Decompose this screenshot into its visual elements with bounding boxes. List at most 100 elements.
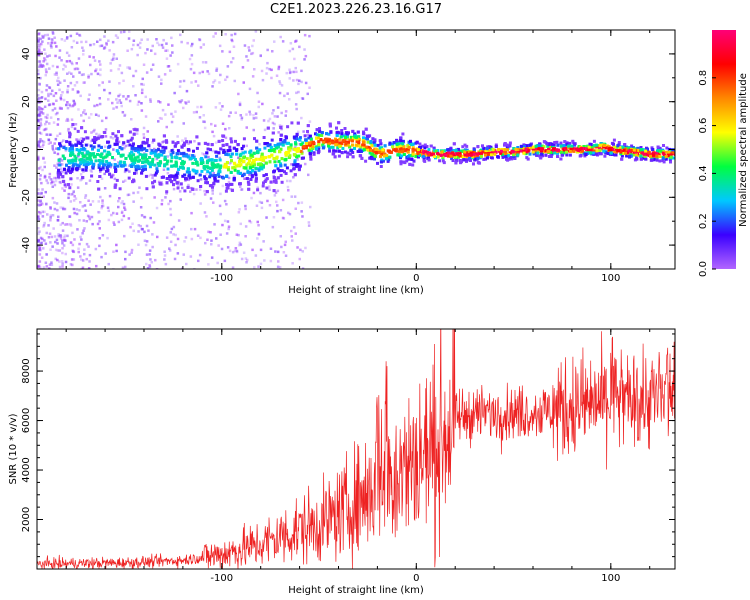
spectrogram-cell — [330, 139, 334, 143]
spectrogram-cell — [331, 141, 335, 145]
spectrogram-cell — [411, 152, 415, 156]
spectrogram-scatter-cell — [170, 112, 173, 116]
spectrogram-cell — [144, 160, 148, 164]
spectrogram-scatter-cell — [63, 39, 67, 42]
spectrogram-scatter-cell — [118, 197, 121, 200]
spectrogram-scatter-cell — [41, 237, 44, 241]
spectrogram-scatter-cell — [121, 266, 125, 269]
spectrogram-scatter-cell — [110, 58, 114, 62]
spectrogram-cell — [226, 149, 230, 153]
spectrogram-scatter-cell — [304, 54, 308, 58]
spectrogram-scatter-cell — [45, 231, 48, 235]
spectrogram-cell — [229, 170, 233, 174]
spectrogram-cell — [563, 140, 567, 144]
spectrogram-scatter-cell — [37, 119, 40, 122]
spectrogram-scatter-cell — [165, 125, 168, 129]
spectrogram-scatter-cell — [309, 205, 312, 209]
spectrogram-scatter-cell — [42, 140, 46, 144]
spectrogram-scatter-cell — [118, 82, 121, 85]
colorbar-tick-label: 0.6 — [698, 118, 709, 134]
spectrogram-cell — [77, 149, 81, 152]
spectrogram-scatter-cell — [81, 259, 85, 262]
spectrogram-scatter-cell — [41, 168, 44, 172]
spectrogram-cell — [316, 136, 320, 140]
spectrogram-cell — [81, 176, 85, 180]
spectrogram-cell — [197, 142, 201, 146]
spectrogram-scatter-cell — [248, 49, 251, 52]
spectrogram-cell — [539, 156, 543, 160]
spectrogram-scatter-cell — [136, 191, 140, 194]
spectrogram-scatter-cell — [56, 258, 59, 262]
spectrogram-scatter-cell — [83, 227, 86, 230]
spectrogram-cell — [642, 156, 646, 160]
spectrogram-cell — [387, 149, 391, 153]
spectrogram-cell — [357, 141, 361, 145]
spectrogram-scatter-cell — [148, 249, 152, 252]
spectrogram-scatter-cell — [187, 178, 191, 182]
spectrogram-scatter-cell — [40, 181, 43, 185]
spectrogram-cell — [120, 147, 124, 151]
spectrogram-scatter-cell — [75, 41, 79, 44]
spectrogram-scatter-cell — [58, 160, 61, 164]
spectrogram-scatter-cell — [41, 145, 44, 148]
spectrogram-scatter-cell — [254, 112, 258, 115]
spectrogram-scatter-cell — [43, 33, 47, 37]
spectrogram-cell — [361, 143, 365, 147]
spectrogram-scatter-cell — [74, 123, 78, 126]
spectrogram-cell — [563, 151, 567, 155]
spectrogram-cell — [80, 126, 84, 130]
spectrogram-scatter-cell — [120, 218, 124, 222]
spectrogram-cell — [344, 136, 347, 139]
spectrogram-cell — [98, 161, 102, 165]
spectrogram-cell — [624, 147, 628, 151]
spectrogram-cell — [616, 144, 620, 148]
spectrogram-scatter-cell — [253, 266, 256, 269]
spectrogram-cell — [343, 127, 347, 130]
spectrogram-cell — [595, 149, 599, 153]
spectrogram-scatter-cell — [119, 31, 123, 34]
spectrogram-scatter-cell — [123, 114, 126, 117]
spectrogram-cell — [171, 151, 175, 155]
spectrogram-cell — [236, 169, 240, 173]
spectrogram-scatter-cell — [151, 176, 154, 180]
spectrogram-scatter-cell — [55, 176, 58, 180]
spectrogram-cell — [396, 140, 400, 144]
spectrogram-scatter-cell — [45, 202, 48, 206]
spectrogram-cell — [73, 154, 77, 158]
spectrogram-cell — [189, 156, 193, 160]
spectrogram-cell — [407, 145, 411, 149]
spectrogram-cell — [355, 143, 359, 147]
spectrogram-scatter-cell — [230, 33, 233, 37]
spectrogram-cell — [246, 170, 250, 174]
spectrogram-scatter-cell — [66, 101, 69, 104]
spectrogram-scatter-cell — [38, 97, 41, 100]
spectrogram-scatter-cell — [94, 113, 98, 116]
spectrogram-cell — [472, 148, 476, 152]
spectrogram-cell — [640, 148, 643, 152]
spectrogram-cell — [198, 173, 202, 177]
spectrogram-scatter-cell — [288, 98, 291, 101]
spectrogram-cell — [314, 132, 317, 136]
spectrogram-cell — [141, 161, 145, 164]
spectrogram-scatter-cell — [86, 214, 90, 218]
spectrogram-scatter-cell — [60, 107, 63, 110]
spectrogram-cell — [254, 179, 258, 183]
spectrogram-scatter-cell — [82, 53, 85, 56]
spectrogram-scatter-cell — [70, 61, 73, 64]
spectrogram-cell — [607, 145, 611, 149]
spectrogram-cell — [171, 174, 175, 178]
spectrogram-scatter-cell — [169, 54, 172, 57]
spectrogram-scatter-cell — [53, 183, 57, 187]
spectrogram-cell — [473, 157, 477, 161]
spectrogram-scatter-cell — [145, 224, 149, 228]
spectrogram-cell — [494, 145, 498, 148]
spectrogram-scatter-cell — [262, 119, 266, 122]
spectrogram-cell — [193, 158, 197, 161]
spectrogram-scatter-cell — [266, 48, 269, 52]
spectrogram-cell — [250, 175, 254, 179]
spectrogram-cell — [74, 156, 78, 160]
spectrogram-cell — [153, 150, 157, 154]
spectrogram-scatter-cell — [304, 81, 308, 85]
spectrogram-cell — [165, 162, 169, 166]
